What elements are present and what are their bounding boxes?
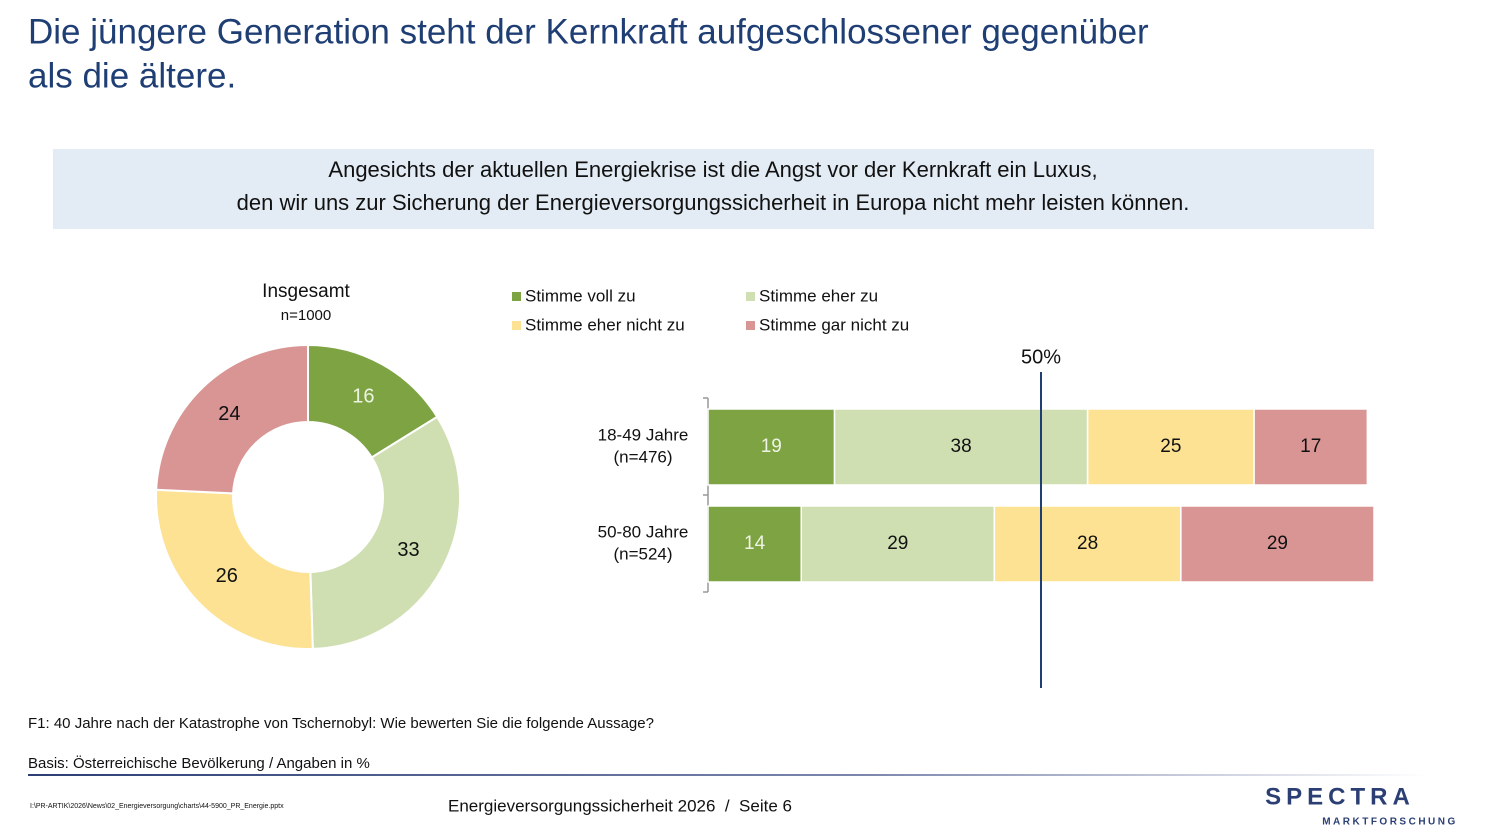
legend-swatch	[512, 292, 521, 301]
bar-value-label: 38	[951, 436, 972, 457]
legend-label: Stimme gar nicht zu	[759, 315, 909, 334]
donut-value-label: 33	[397, 539, 419, 561]
legend-label: Stimme eher nicht zu	[525, 315, 685, 334]
donut-segment	[155, 343, 309, 495]
slide-title: als die ältere.	[28, 56, 236, 95]
category-note: (n=476)	[613, 447, 672, 466]
reference-label: 50%	[1021, 346, 1061, 368]
bar-segment	[707, 408, 836, 486]
footer: Energieversorgungssicherheit 2026 / Seit…	[448, 796, 792, 815]
bar-value-label: 29	[887, 533, 908, 554]
category-label: 18-49 Jahre	[598, 425, 689, 444]
legend-label: Stimme eher zu	[759, 286, 878, 305]
statement: den wir uns zur Sicherung der Energiever…	[237, 190, 1190, 215]
bar-value-label: 17	[1300, 436, 1321, 457]
bar-value-label: 29	[1267, 533, 1288, 554]
legend-swatch	[512, 321, 521, 330]
statement: Angesichts der aktuellen Energiekrise is…	[328, 157, 1097, 182]
bar-value-label: 25	[1160, 436, 1181, 457]
bar-segment	[1086, 408, 1255, 486]
category-label: 50-80 Jahre	[598, 522, 689, 541]
legend-label: Stimme voll zu	[525, 286, 636, 305]
donut-title: Insgesamt	[262, 281, 350, 302]
donut-subtitle: n=1000	[281, 307, 331, 324]
donut-segment	[309, 415, 461, 650]
bar-value-label: 14	[744, 533, 766, 554]
legend-swatch	[746, 292, 755, 301]
bar-value-label: 19	[761, 436, 782, 457]
basis: Basis: Österreichische Bevölkerung / Ang…	[28, 754, 370, 772]
category-note: (n=524)	[613, 544, 672, 563]
bar-segment	[800, 505, 996, 583]
question: F1: 40 Jahre nach der Katastrophe von Ts…	[28, 715, 654, 732]
bar-segment	[1253, 408, 1369, 486]
logo: SPECTRA	[1265, 783, 1415, 810]
donut-value-label: 24	[218, 403, 240, 425]
donut-value-label: 16	[352, 386, 374, 408]
donut-segment	[307, 343, 439, 459]
file-path: I:\PR-ARTIK\2026\News\02_Energieversorgu…	[30, 803, 284, 810]
bar-segment	[1180, 505, 1375, 583]
donut-value-label: 26	[216, 565, 238, 587]
bar-segment	[833, 408, 1089, 486]
donut-segment	[155, 488, 314, 650]
footer-line	[28, 774, 1428, 776]
bar-segment	[993, 505, 1182, 583]
slide-title: Die jüngere Generation steht der Kernkra…	[28, 12, 1149, 51]
logo-tagline: MARKTFORSCHUNG	[1322, 817, 1458, 828]
bar-value-label: 28	[1077, 533, 1098, 554]
bar-segment	[707, 505, 802, 583]
statement-box	[53, 149, 1374, 229]
legend-swatch	[746, 321, 755, 330]
